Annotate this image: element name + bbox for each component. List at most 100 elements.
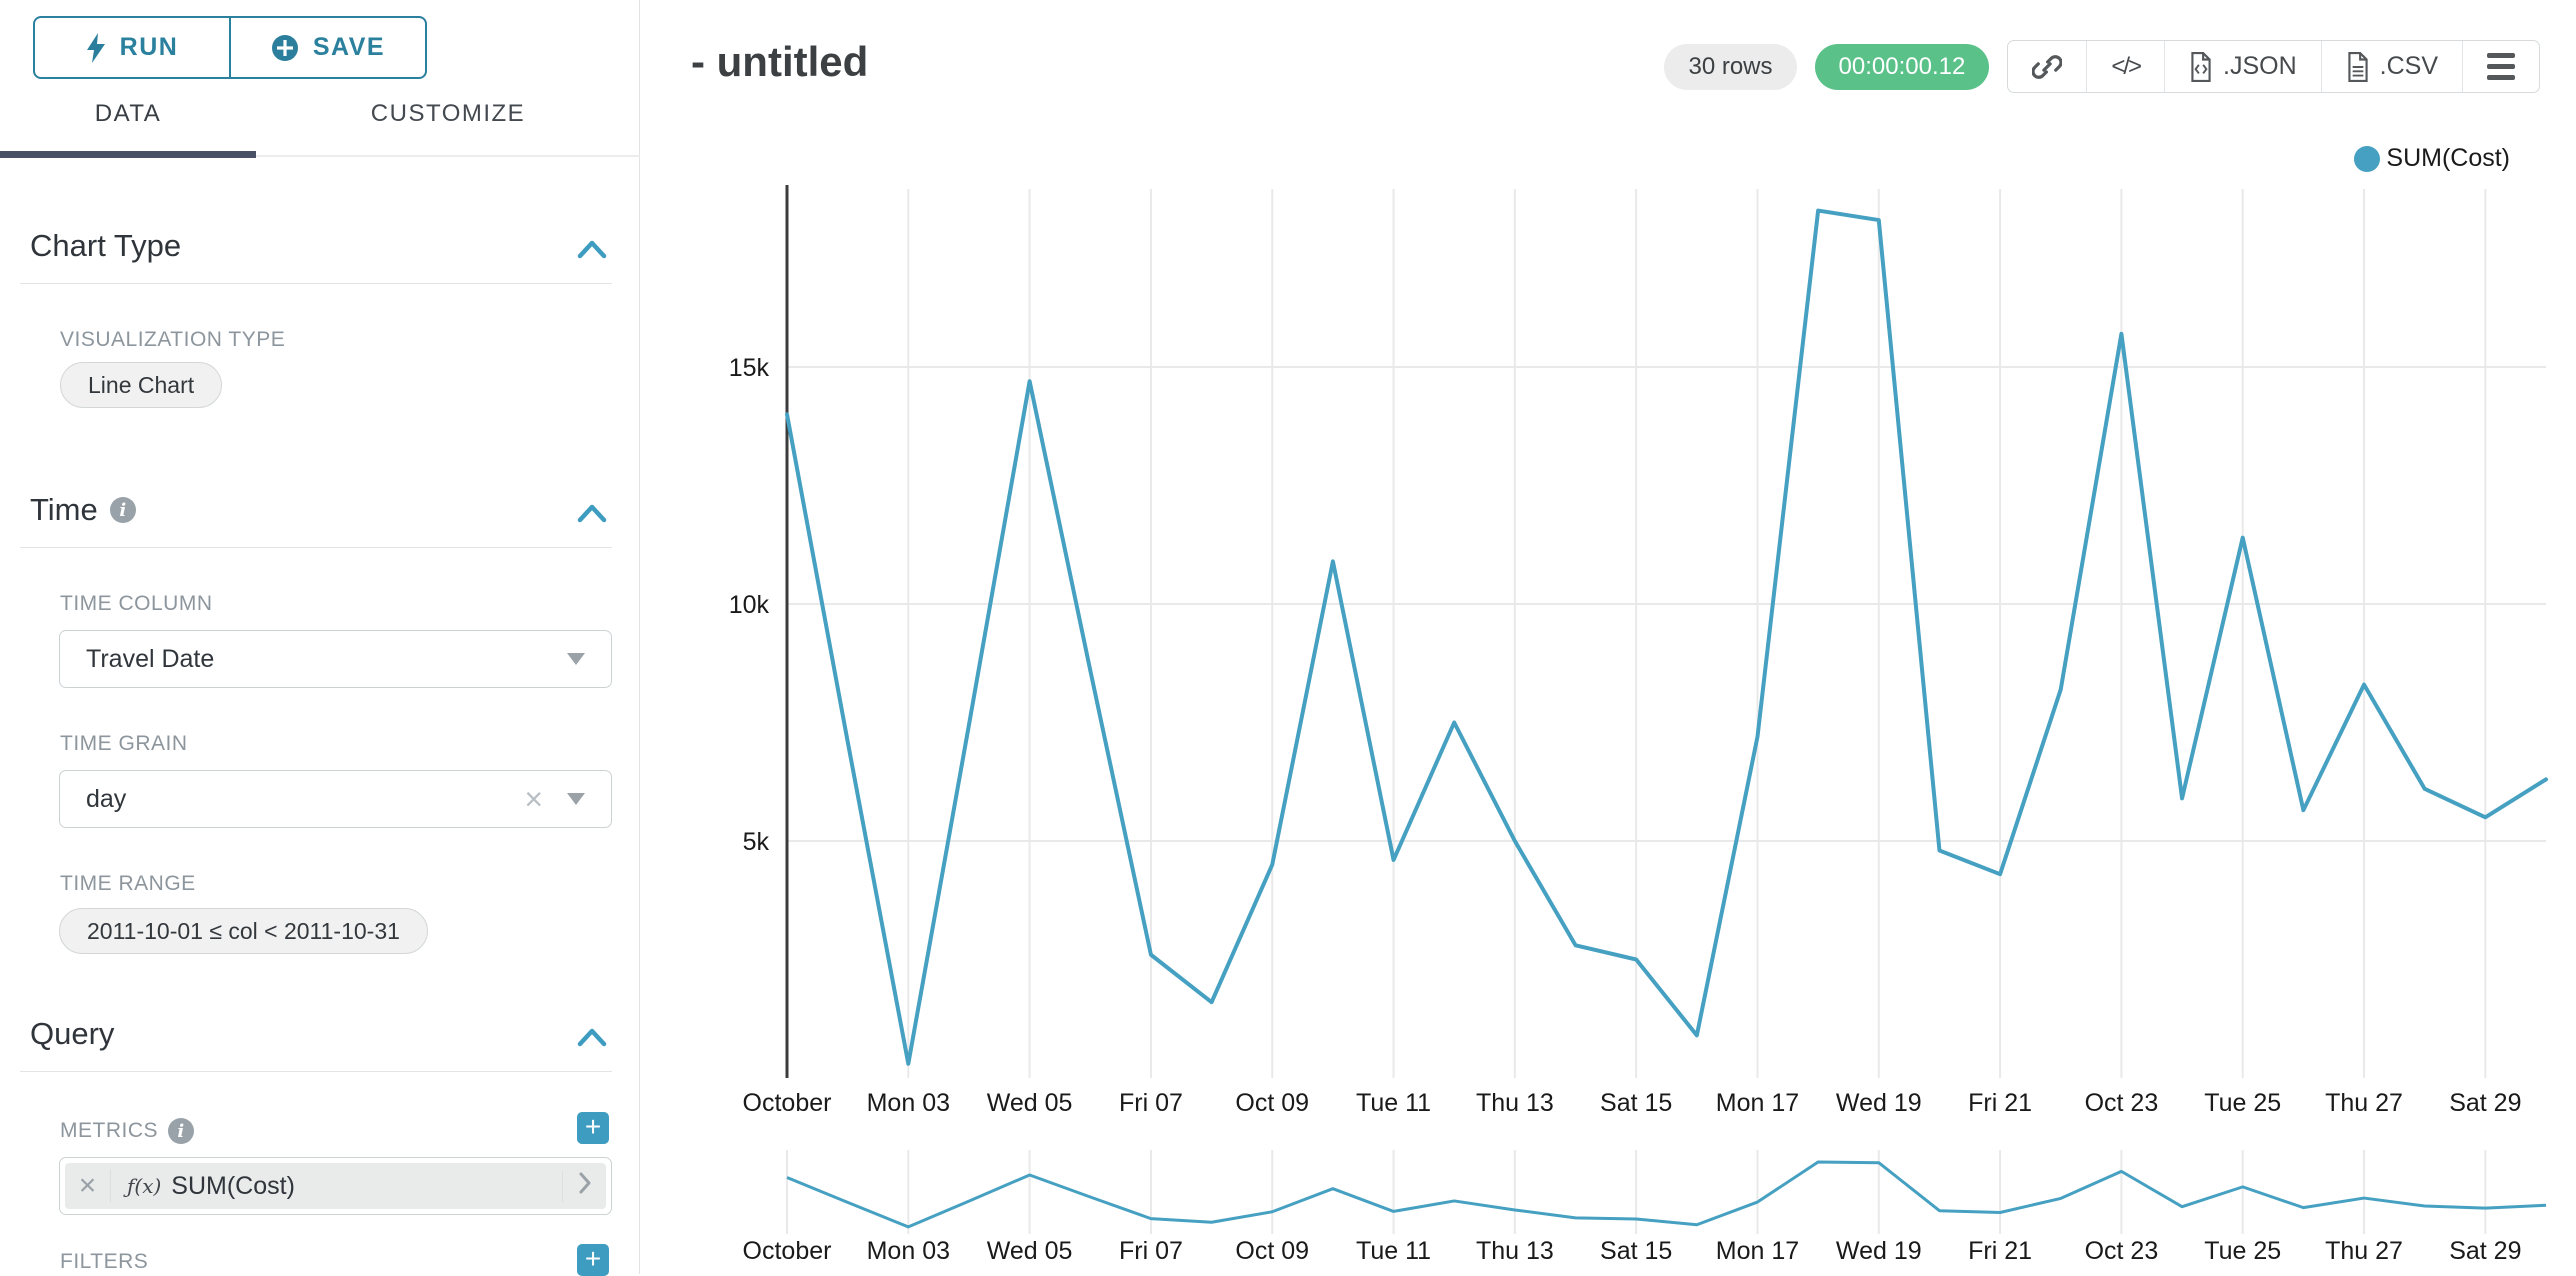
mini-x-axis-tick-label: Sat 29 xyxy=(2449,1237,2521,1265)
mini-x-axis-tick-label: Mon 03 xyxy=(867,1237,950,1265)
x-axis-tick-label: Mon 03 xyxy=(867,1089,950,1117)
mini-x-axis-tick-label: Sat 15 xyxy=(1600,1237,1672,1265)
add-metric-button[interactable]: + xyxy=(577,1112,609,1144)
x-axis-tick-label: Thu 13 xyxy=(1476,1089,1554,1117)
info-icon: i xyxy=(168,1118,194,1144)
mini-x-axis-tick-label: Oct 23 xyxy=(2085,1237,2159,1265)
collapse-chevron-up-icon[interactable] xyxy=(577,1026,607,1048)
time-column-select[interactable]: Travel Date xyxy=(59,630,612,688)
section-divider xyxy=(20,1071,612,1072)
visualization-type-label: VISUALIZATION TYPE xyxy=(60,328,286,351)
time-column-value: Travel Date xyxy=(86,644,215,673)
time-range-text: 2011-10-01 ≤ col < 2011-10-31 xyxy=(87,917,400,944)
chart-header-controls: 30 rows 00:00:00.12 </> xyxy=(1664,40,2540,93)
add-filter-button[interactable]: + xyxy=(577,1244,609,1276)
time-section-title: Time xyxy=(30,492,98,527)
x-axis-tick-label: Thu 27 xyxy=(2325,1089,2403,1117)
chart-panel: - untitled 30 rows 00:00:00.12 </> xyxy=(641,0,2576,1274)
view-query-button[interactable]: </> xyxy=(2087,41,2166,92)
collapse-chevron-up-icon[interactable] xyxy=(577,238,607,260)
x-axis-tick-label: Wed 19 xyxy=(1836,1089,1922,1117)
x-axis-tick-label: October xyxy=(743,1089,832,1117)
x-axis-tick-label: Sat 15 xyxy=(1600,1089,1672,1117)
chevron-down-icon xyxy=(567,653,585,665)
time-grain-select[interactable]: day × xyxy=(59,770,612,828)
query-timer-badge: 00:00:00.12 xyxy=(1814,43,1990,90)
series-line[interactable] xyxy=(785,208,2548,1066)
y-axis-tick-label: 5k xyxy=(743,828,770,856)
x-axis-tick-label: Fri 07 xyxy=(1119,1089,1183,1117)
line-chart[interactable]: 5k 10k 15k October Mon 03 Wed 05 Fri 07 Oct 09 T… xyxy=(641,0,2576,1274)
export-json-label: .JSON xyxy=(2223,52,2297,80)
legend-series-label: SUM(Cost) xyxy=(2386,144,2510,172)
x-axis-tick-label: Wed 05 xyxy=(987,1089,1073,1117)
filters-label: FILTERS xyxy=(60,1250,149,1273)
y-axis-tick-label: 10k xyxy=(729,591,770,619)
plus-circle-icon xyxy=(271,34,298,61)
time-grain-value: day xyxy=(86,784,127,813)
metric-container: × ƒ(x) SUM(Cost) xyxy=(59,1157,612,1215)
time-range-label: TIME RANGE xyxy=(60,872,196,895)
active-tab-indicator xyxy=(0,151,256,158)
x-axis-tick-label: Tue 25 xyxy=(2204,1089,2281,1117)
file-icon xyxy=(2191,51,2211,82)
code-icon: </> xyxy=(2111,52,2142,80)
share-link-button[interactable] xyxy=(2008,41,2088,92)
row-count-badge: 30 rows xyxy=(1664,43,1797,90)
x-axis-tick-label: Oct 09 xyxy=(1235,1089,1309,1117)
mini-x-axis-tick-label: Wed 05 xyxy=(987,1237,1073,1265)
run-button-label: RUN xyxy=(119,33,179,61)
file-icon xyxy=(2347,51,2368,82)
chart-menu-button[interactable] xyxy=(2463,41,2539,92)
time-range-value[interactable]: 2011-10-01 ≤ col < 2011-10-31 xyxy=(59,908,428,954)
mini-x-axis-tick-label: Tue 25 xyxy=(2204,1237,2281,1265)
viz-type-text: Line Chart xyxy=(88,371,195,398)
hamburger-icon xyxy=(2487,53,2515,80)
metric-name: SUM(Cost) xyxy=(171,1171,295,1200)
chevron-down-icon xyxy=(567,793,585,805)
export-json-button[interactable]: .JSON xyxy=(2165,41,2322,92)
mini-x-axis-tick-label: Wed 19 xyxy=(1836,1237,1922,1265)
mini-x-axis-tick-label: Thu 27 xyxy=(2325,1237,2403,1265)
mini-x-axis-tick-label: Tue 11 xyxy=(1356,1237,1431,1265)
expand-metric-icon[interactable] xyxy=(562,1170,606,1202)
export-csv-label: .CSV xyxy=(2379,52,2438,80)
collapse-chevron-up-icon[interactable] xyxy=(577,502,607,524)
section-divider xyxy=(20,547,612,548)
y-axis-tick-label: 15k xyxy=(729,354,770,382)
export-csv-button[interactable]: .CSV xyxy=(2322,41,2463,92)
save-button[interactable]: SAVE xyxy=(230,16,427,79)
mini-x-axis-tick-label: October xyxy=(743,1237,832,1265)
time-grain-label: TIME GRAIN xyxy=(60,732,188,755)
remove-metric-icon[interactable]: × xyxy=(65,1169,111,1203)
x-axis-tick-label: Fri 21 xyxy=(1968,1089,2032,1117)
x-axis-tick-label: Sat 29 xyxy=(2449,1089,2521,1117)
clear-icon[interactable]: × xyxy=(524,781,543,817)
save-button-label: SAVE xyxy=(312,33,386,61)
mini-series-line[interactable] xyxy=(786,1160,2547,1229)
x-axis-tick-label: Mon 17 xyxy=(1716,1089,1799,1117)
tabs-divider xyxy=(0,155,640,157)
tab-data[interactable]: DATA xyxy=(0,100,256,128)
metric-chip[interactable]: × ƒ(x) SUM(Cost) xyxy=(65,1163,606,1209)
mini-x-axis-tick-label: Fri 21 xyxy=(1968,1237,2032,1265)
control-panel: RUN SAVE DATA CUSTOMIZE Chart Type VISUA… xyxy=(0,0,640,1276)
run-button[interactable]: RUN xyxy=(33,16,230,79)
lightning-icon xyxy=(86,32,105,63)
query-section-title: Query xyxy=(30,1016,115,1051)
query-action-buttons: RUN SAVE xyxy=(33,16,427,79)
chart-legend[interactable]: SUM(Cost) xyxy=(2354,144,2510,173)
x-axis-tick-label: Oct 23 xyxy=(2085,1089,2159,1117)
tab-customize-label: CUSTOMIZE xyxy=(370,100,526,127)
legend-series-dot xyxy=(2354,145,2381,172)
mini-x-axis-tick-label: Mon 17 xyxy=(1716,1237,1799,1265)
mini-x-axis-tick-label: Oct 09 xyxy=(1235,1237,1309,1265)
time-column-label: TIME COLUMN xyxy=(60,592,213,615)
x-axis-tick-label: Tue 11 xyxy=(1356,1089,1431,1117)
export-toolbar: </> .JSON .CSV xyxy=(2007,40,2540,93)
function-icon: ƒ(x) xyxy=(127,1174,162,1198)
visualization-type-value[interactable]: Line Chart xyxy=(60,362,223,408)
tab-customize[interactable]: CUSTOMIZE xyxy=(256,100,640,128)
chart-title[interactable]: - untitled xyxy=(691,38,869,85)
mini-x-axis-tick-label: Thu 13 xyxy=(1476,1237,1554,1265)
